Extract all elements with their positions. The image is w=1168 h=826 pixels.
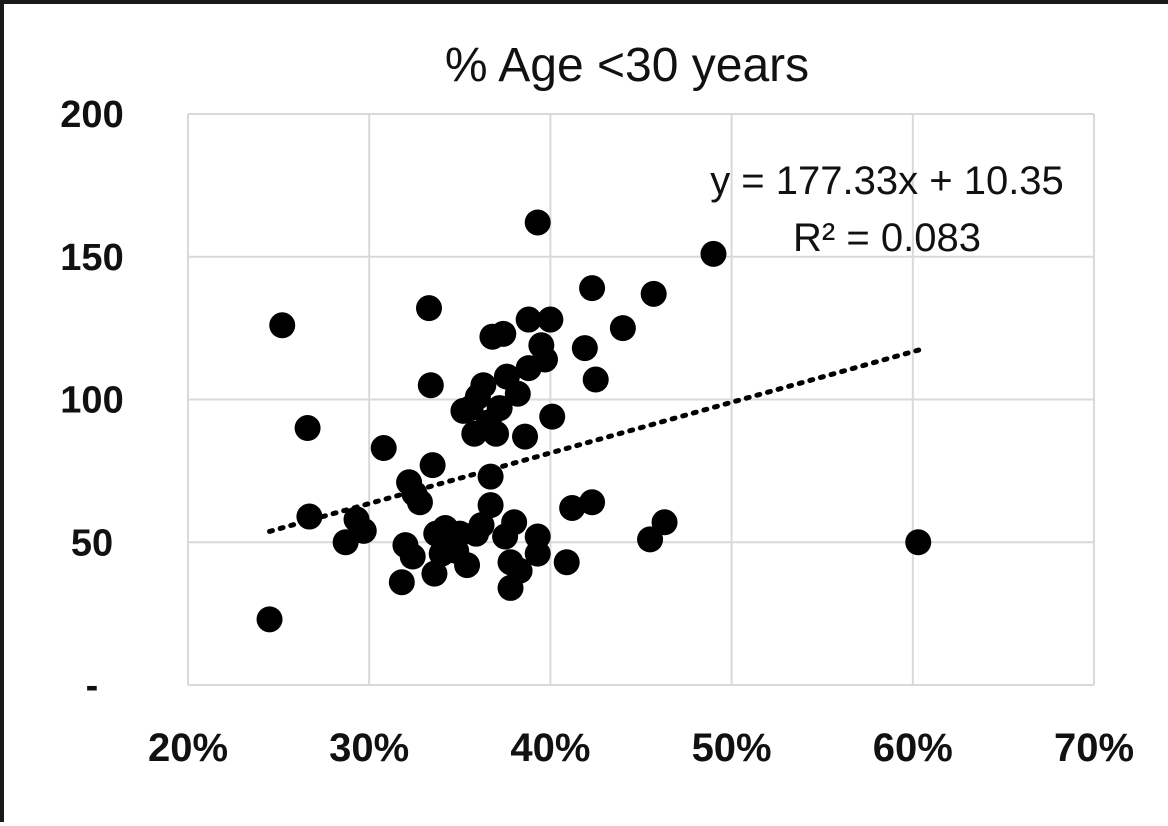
- data-point: [417, 372, 444, 399]
- data-point: [477, 463, 504, 490]
- trendline-equation: y = 177.33x + 10.35: [710, 159, 1064, 203]
- data-point: [651, 509, 678, 536]
- y-tick-label: 200: [60, 94, 123, 136]
- trendline-line: [267, 346, 925, 534]
- data-point: [531, 346, 558, 373]
- data-point: [515, 306, 542, 333]
- data-point: [905, 529, 932, 556]
- data-point: [637, 526, 664, 553]
- data-point: [609, 315, 636, 342]
- data-point: [269, 312, 296, 339]
- data-point: [524, 209, 551, 236]
- data-point: [490, 320, 517, 347]
- data-point: [296, 503, 323, 530]
- data-point: [350, 517, 377, 544]
- data-point: [501, 509, 528, 536]
- x-tick-label: 60%: [873, 726, 953, 770]
- data-point: [388, 569, 415, 596]
- data-point: [406, 489, 433, 516]
- chart-title: % Age <30 years: [445, 39, 809, 92]
- y-tick-label: 50: [71, 522, 113, 564]
- data-point: [256, 606, 283, 633]
- x-tick-label: 30%: [329, 726, 409, 770]
- data-point: [419, 452, 446, 479]
- data-points: [256, 209, 932, 633]
- data-point: [504, 380, 531, 407]
- x-tick-label: 20%: [148, 726, 228, 770]
- data-point: [640, 280, 667, 307]
- data-point: [468, 512, 495, 539]
- trendline: [267, 346, 925, 534]
- data-point: [571, 335, 598, 362]
- data-point: [506, 557, 533, 584]
- data-point: [559, 494, 586, 521]
- y-tick-label: -: [86, 665, 99, 707]
- y-axis-ticks: - 50 100 150 200: [60, 94, 123, 707]
- y-tick-label: 150: [60, 237, 123, 279]
- data-point: [399, 543, 426, 570]
- x-axis-ticks: 20% 30% 40% 50% 60% 70%: [148, 726, 1134, 770]
- data-point: [700, 240, 727, 267]
- data-point: [483, 420, 510, 447]
- scatter-chart: % Age <30 years - 50 100 150 200 20% 30% 40% 50…: [60, 39, 1134, 770]
- data-point: [537, 306, 564, 333]
- data-point: [553, 549, 580, 576]
- x-tick-label: 50%: [692, 726, 772, 770]
- data-point: [294, 415, 321, 442]
- data-point: [477, 492, 504, 519]
- x-tick-label: 70%: [1054, 726, 1134, 770]
- data-point: [579, 275, 606, 302]
- data-point: [415, 295, 442, 322]
- r-squared-label: R² = 0.083: [793, 216, 981, 260]
- data-point: [486, 395, 513, 422]
- data-point: [539, 403, 566, 430]
- data-point: [579, 489, 606, 516]
- data-point: [370, 435, 397, 462]
- data-point: [470, 372, 497, 399]
- data-point: [512, 423, 539, 450]
- data-point: [524, 523, 551, 550]
- data-point: [421, 560, 448, 587]
- data-point: [454, 552, 481, 579]
- y-tick-label: 100: [60, 380, 123, 422]
- x-tick-label: 40%: [510, 726, 590, 770]
- data-point: [582, 366, 609, 393]
